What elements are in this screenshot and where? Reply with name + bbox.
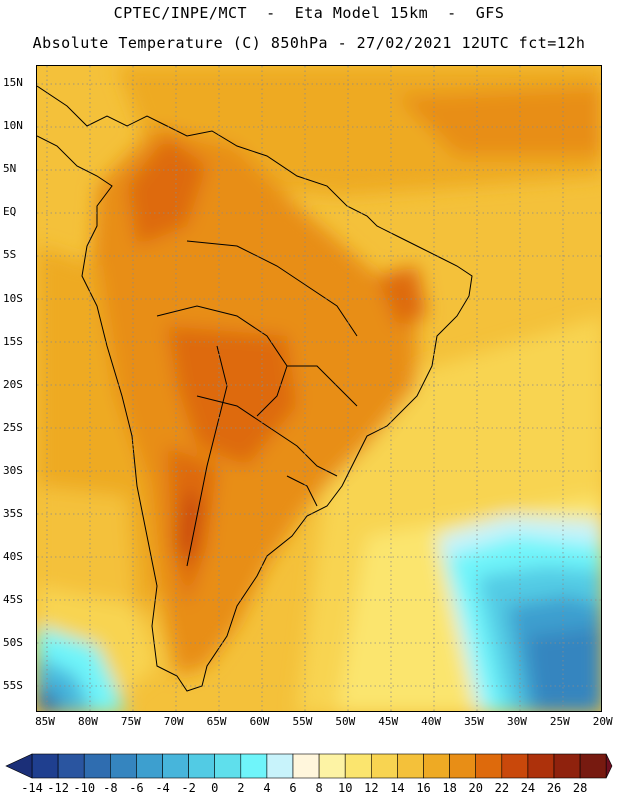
lat-label: 40S (3, 550, 23, 564)
colorbar-label: 10 (338, 781, 353, 795)
colorbar-swatch (449, 753, 477, 779)
colorbar-label: -12 (47, 781, 69, 795)
lat-label: 5N (3, 162, 17, 176)
colorbar-label: 2 (237, 781, 245, 795)
colorbar-swatch (292, 753, 320, 779)
colorbar-label: 22 (494, 781, 510, 795)
colorbar-label: 26 (546, 781, 562, 795)
lat-label: 10N (3, 119, 23, 133)
colorbar-swatch (579, 753, 607, 779)
lon-label: 45W (378, 715, 399, 728)
chart-title-line1: CPTEC/INPE/MCT - Eta Model 15km - GFS (113, 4, 505, 22)
temperature-field (37, 66, 601, 711)
lat-label: 55S (3, 679, 23, 693)
lat-label: EQ (3, 205, 17, 219)
colorbar-label: 8 (315, 781, 323, 795)
colorbar-swatch (136, 753, 163, 779)
map-panel (36, 65, 602, 712)
colorbar (5, 753, 613, 779)
colorbar-label: 20 (468, 781, 483, 795)
chart-title-line2: Absolute Temperature (C) 850hPa - 27/02/… (32, 34, 586, 52)
lat-label: 15N (3, 76, 23, 89)
colorbar-label: -2 (181, 781, 196, 795)
lon-label: 25W (549, 715, 570, 728)
colorbar-swatch (344, 753, 372, 779)
lon-label: 40W (421, 715, 442, 728)
colorbar-swatch (318, 753, 346, 779)
lon-label: 85W (35, 715, 55, 728)
lon-label: 65W (206, 715, 227, 728)
colorbar-swatch (188, 753, 216, 779)
colorbar-swatch (501, 753, 529, 779)
lat-label: 20S (3, 377, 23, 391)
lat-label: 50S (3, 636, 23, 650)
colorbar-swatch (110, 753, 137, 779)
lon-label: 75W (120, 715, 141, 728)
colorbar-swatch (240, 753, 268, 779)
colorbar-label: 24 (520, 781, 536, 795)
temperature-map (37, 66, 601, 711)
lon-label: 30W (506, 715, 527, 728)
lon-label: 70W (163, 715, 184, 728)
colorbar-label: 16 (416, 781, 431, 795)
colorbar-swatch (370, 753, 398, 779)
lon-label: 60W (249, 715, 270, 728)
colorbar-label: 6 (289, 781, 297, 795)
lat-label: 35S (3, 507, 23, 520)
lon-label: 80W (77, 715, 98, 728)
colorbar-label: 14 (390, 781, 405, 795)
colorbar-low-arrow (5, 753, 33, 779)
colorbar-swatch (397, 753, 424, 779)
colorbar-label: -14 (21, 781, 43, 795)
colorbar-label: 28 (572, 781, 588, 795)
colorbar-label: 12 (364, 781, 379, 795)
coastlines (37, 85, 473, 692)
lat-label: 25S (3, 420, 23, 434)
colorbar-swatch (475, 753, 503, 779)
lon-label: 55W (292, 715, 313, 728)
colorbar-high-arrow (605, 753, 613, 779)
colorbar-label: -10 (73, 781, 96, 795)
colorbar-label: 4 (263, 781, 271, 795)
colorbar-swatch (214, 753, 242, 779)
colorbar-label: -8 (103, 781, 118, 795)
colorbar-swatch (31, 753, 59, 779)
colorbar-label: 18 (442, 781, 457, 795)
lon-label: 50W (335, 715, 356, 728)
lat-label: 30S (3, 463, 23, 477)
lon-label: 20W (592, 715, 613, 728)
lat-label: 5S (3, 248, 17, 262)
colorbar-swatch (527, 753, 555, 779)
colorbar-label: -4 (155, 781, 170, 795)
lat-label: 10S (3, 291, 23, 305)
lat-label: 45S (3, 593, 23, 607)
lon-label: 35W (464, 715, 484, 728)
colorbar-swatch (553, 753, 581, 779)
colorbar-swatch (162, 753, 189, 779)
colorbar-swatch (83, 753, 111, 779)
colorbar-label: -6 (129, 781, 144, 795)
lat-label: 15S (3, 334, 23, 348)
colorbar-label: 0 (211, 781, 219, 795)
colorbar-swatch (57, 753, 85, 779)
colorbar-swatch (423, 753, 450, 779)
colorbar-swatch (266, 753, 294, 779)
